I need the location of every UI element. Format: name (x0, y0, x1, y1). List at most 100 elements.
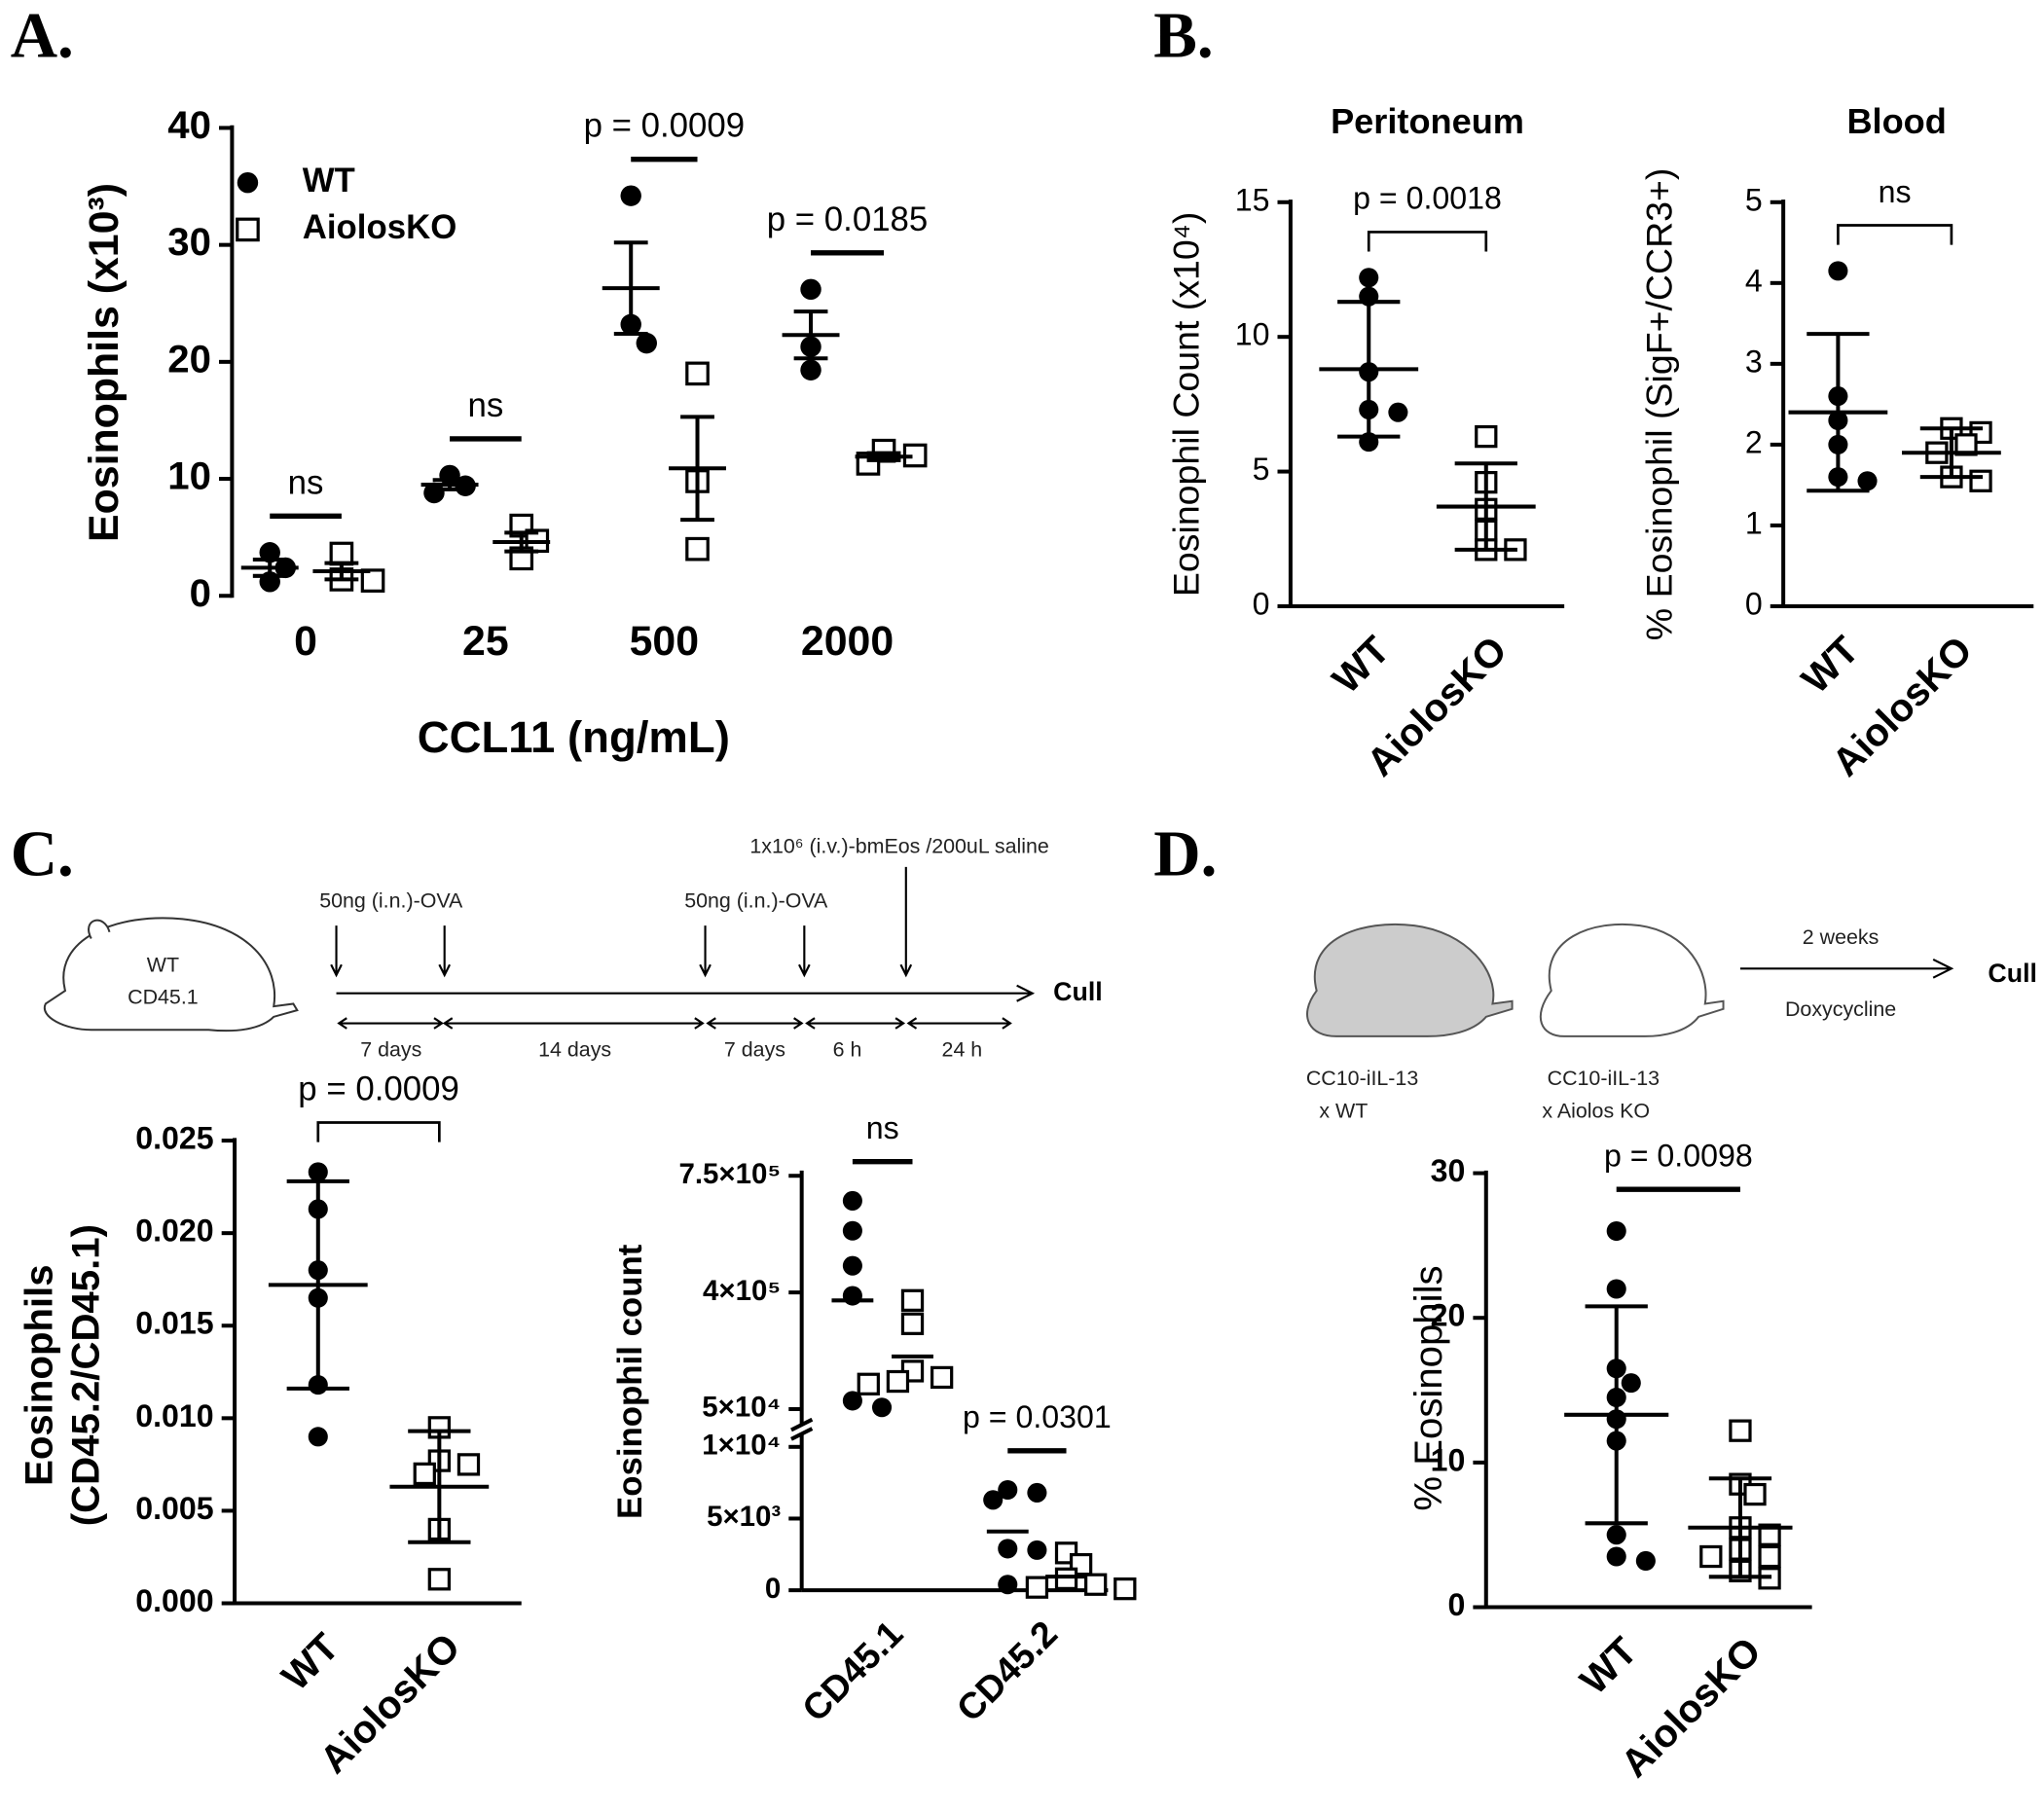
data-point (1475, 424, 1498, 449)
strain-label: CC10-iIL-13 (1306, 1067, 1418, 1090)
data-point (1758, 1523, 1781, 1546)
y-axis-title: % Eosinophil (SigF+/CCR3+) (1638, 168, 1679, 641)
duration-label: 2 weeks (1803, 925, 1880, 949)
mouse-icon (1539, 923, 1725, 1037)
y-tick-label: 1 (1745, 505, 1763, 540)
strain-label: x Aiolos KO (1542, 1099, 1650, 1122)
y-tick-label: 2 (1745, 424, 1763, 459)
x-tick-label: WT (1324, 628, 1398, 702)
data-point (456, 1453, 481, 1476)
x-tick-label: WT (274, 1624, 347, 1698)
mouse-label: CD45.1 (128, 986, 199, 1009)
interval-label: 14 days (538, 1037, 611, 1061)
significance-label: ns (1879, 174, 1912, 209)
data-point (329, 541, 354, 566)
error-bar (613, 240, 648, 337)
panel-label: C. (11, 817, 74, 889)
mouse-ear (88, 919, 111, 939)
timeline-d: CC10-iIL-13 x WT CC10-iIL-13 x Aiolos KO… (1306, 923, 2037, 1122)
y-tick-label: 5×10⁴ (702, 1392, 781, 1424)
significance-label: p = 0.0018 (1353, 181, 1502, 216)
x-tick-label: 25 (462, 618, 509, 665)
x-axis-title: CCL11 (ng/mL) (418, 712, 730, 762)
data-point (842, 1286, 862, 1306)
significance-bracket (1367, 231, 1488, 252)
y-tick-label: 0 (765, 1573, 781, 1605)
significance-label: p = 0.0009 (584, 107, 746, 145)
x-tick-label: WT (1572, 1628, 1646, 1702)
significance-label: ns (866, 1110, 899, 1145)
y-tick-label: 0 (1447, 1587, 1465, 1622)
data-point (1606, 1279, 1626, 1299)
y-axis-title: Eosinophil Count (x10⁴) (1165, 212, 1206, 598)
x-tick-label: CD45.2 (949, 1613, 1066, 1729)
y-tick-label: 0 (1253, 586, 1270, 621)
y-tick-label: 10 (1235, 317, 1270, 352)
data-point (900, 1312, 925, 1335)
axis-break (790, 1417, 814, 1441)
data-point (1027, 1482, 1047, 1503)
data-point (1621, 1373, 1641, 1394)
x-tick-label: WT (1793, 628, 1867, 702)
data-point (930, 1365, 954, 1390)
x-tick-label: 0 (294, 618, 317, 665)
error-bar (252, 557, 287, 578)
data-point (308, 1427, 328, 1447)
significance-label: p = 0.0098 (1604, 1139, 1753, 1174)
significance-label: ns (467, 386, 503, 424)
data-point (1359, 268, 1379, 288)
x-tick-label: CD45.1 (794, 1613, 911, 1729)
data-point (998, 1539, 1018, 1559)
y-tick-label: 7.5×10⁵ (678, 1158, 781, 1190)
data-point (1113, 1577, 1137, 1601)
duration-arrow (1739, 958, 1954, 979)
data-point (998, 1479, 1018, 1501)
error-bar (324, 561, 359, 582)
data-point (900, 1288, 925, 1312)
panel-label: A. (11, 0, 74, 71)
strain-label: CC10-iIL-13 (1548, 1067, 1660, 1090)
legend-label: AiolosKO (303, 208, 457, 246)
data-point (800, 359, 821, 381)
data-point (1729, 1419, 1752, 1442)
legend-marker (237, 171, 259, 194)
error-bar (408, 1429, 471, 1544)
data-point (1758, 1544, 1781, 1569)
error-bar (432, 478, 467, 491)
y-tick-label: 20 (1431, 1298, 1466, 1333)
significance-label: p = 0.0009 (298, 1070, 459, 1108)
data-point (871, 1397, 893, 1418)
y-tick-label: 0.015 (135, 1306, 213, 1341)
data-point (842, 1255, 862, 1276)
interval-arrows (337, 1017, 1012, 1030)
error-bar (680, 415, 714, 523)
data-point (1828, 261, 1848, 281)
panel-label: D. (1153, 817, 1217, 889)
mouse-label: WT (147, 953, 179, 976)
chart-title: Blood (1846, 101, 1946, 141)
error-bar (1919, 426, 1984, 480)
y-tick-label: 10 (167, 454, 211, 498)
end-label: Cull (1053, 977, 1103, 1006)
data-point (1743, 1482, 1767, 1506)
y-tick-label: 0.025 (135, 1121, 213, 1156)
error-bar (1337, 300, 1401, 439)
data-point (360, 568, 385, 593)
data-point (800, 278, 821, 301)
error-bar (866, 451, 901, 462)
y-tick-label: 0.020 (135, 1214, 213, 1249)
legend-marker (236, 217, 260, 242)
error-bar (1585, 1304, 1648, 1526)
treatment-label: 50ng (i.n.)-OVA (319, 889, 463, 913)
time-axis (336, 984, 1036, 1002)
data-point (842, 1220, 862, 1241)
y-tick-label: 20 (167, 337, 211, 381)
panel-label: B. (1153, 0, 1213, 71)
y-tick-label: 30 (167, 220, 211, 264)
data-point (1969, 469, 1992, 492)
significance-label: ns (288, 463, 324, 501)
data-point (308, 1162, 328, 1182)
treatment-label: 1x10⁶ (i.v.)-bmEos /200uL saline (749, 834, 1048, 857)
data-point (1054, 1567, 1078, 1590)
